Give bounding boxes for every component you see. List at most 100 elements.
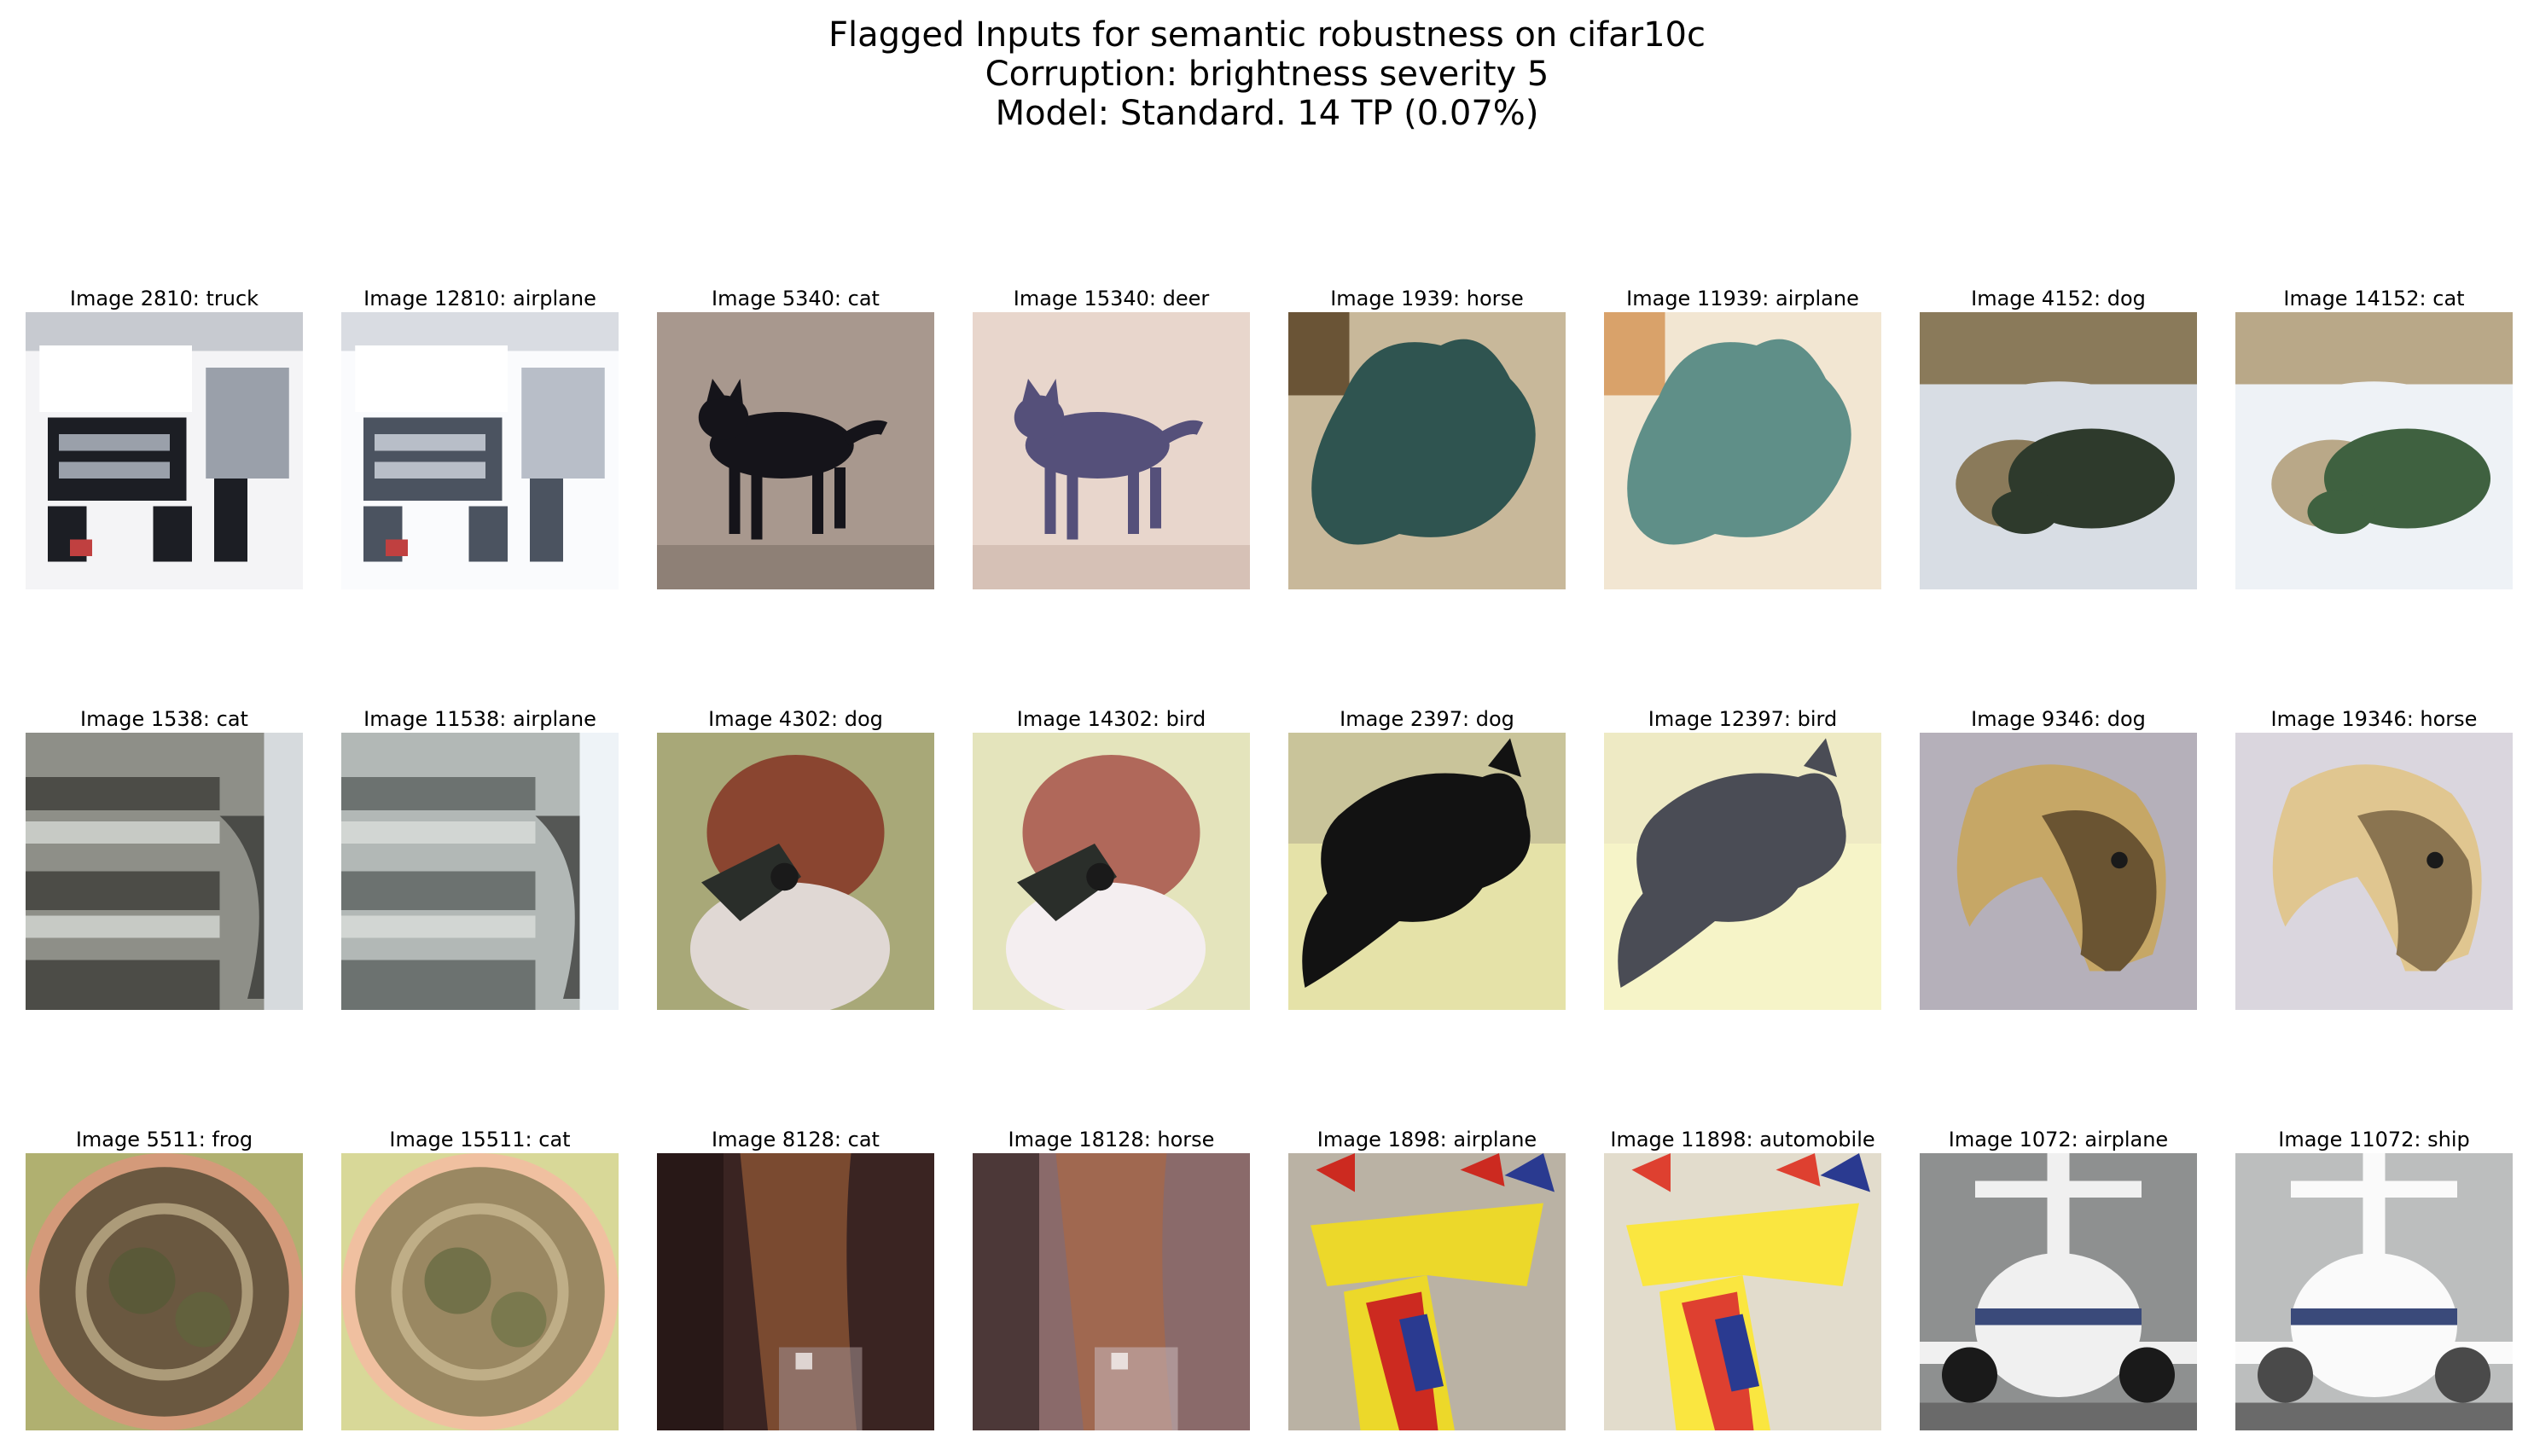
image-cell: Image 11538: airplane [341, 707, 619, 1018]
image-caption: Image 18128: horse [1008, 1128, 1215, 1151]
image-cell: Image 15340: deer [973, 287, 1250, 598]
image-caption: Image 14152: cat [2283, 287, 2465, 310]
image-thumbnail [26, 1153, 303, 1430]
image-cell: Image 11939: airplane [1604, 287, 1881, 598]
image-caption: Image 15511: cat [389, 1128, 571, 1151]
title-line-2: Corruption: brightness severity 5 [985, 55, 1549, 94]
image-thumbnail [1288, 312, 1566, 589]
image-caption: Image 2810: truck [69, 287, 259, 310]
image-caption: Image 9346: dog [1971, 707, 2146, 731]
image-thumbnail [1920, 733, 2197, 1010]
statue-image [1288, 312, 1566, 589]
image-cell: Image 2397: dog [1288, 707, 1566, 1018]
image-thumbnail [1288, 733, 1566, 1010]
image-thumbnail [1288, 1153, 1566, 1430]
dogs-image [2235, 312, 2513, 589]
image-caption: Image 11072: ship [2278, 1128, 2470, 1151]
image-thumbnail [26, 312, 303, 589]
dogs-image [1920, 312, 2197, 589]
image-caption: Image 1898: airplane [1316, 1128, 1537, 1151]
image-cell: Image 5340: cat [657, 287, 934, 598]
image-cell: Image 14152: cat [2235, 287, 2513, 598]
image-thumbnail [657, 733, 934, 1010]
image-cell: Image 1538: cat [26, 707, 303, 1018]
bird-image [973, 733, 1250, 1010]
image-caption: Image 5340: cat [712, 287, 880, 310]
image-cell: Image 18128: horse [973, 1128, 1250, 1439]
blackdog-image [1288, 733, 1566, 1010]
image-thumbnail [973, 733, 1250, 1010]
frog-image [341, 1153, 619, 1430]
image-thumbnail [1604, 1153, 1881, 1430]
image-caption: Image 14302: bird [1016, 707, 1206, 731]
title-line-3: Model: Standard. 14 TP (0.07%) [995, 94, 1539, 133]
image-thumbnail [657, 1153, 934, 1430]
stairs-image [341, 733, 619, 1010]
image-caption: Image 4152: dog [1971, 287, 2146, 310]
image-thumbnail [341, 312, 619, 589]
image-caption: Image 12810: airplane [363, 287, 596, 310]
plane-image [1288, 1153, 1566, 1430]
image-cell: Image 15511: cat [341, 1128, 619, 1439]
image-cell: Image 1939: horse [1288, 287, 1566, 598]
image-caption: Image 8128: cat [712, 1128, 880, 1151]
image-thumbnail [973, 312, 1250, 589]
blackdog-image [1604, 733, 1881, 1010]
image-caption: Image 1538: cat [80, 707, 248, 731]
truck-image [341, 312, 619, 589]
image-cell: Image 8128: cat [657, 1128, 934, 1439]
horse-image [973, 1153, 1250, 1430]
horsehead-image [1920, 733, 2197, 1010]
image-cell: Image 11898: automobile [1604, 1128, 1881, 1439]
image-caption: Image 12397: bird [1648, 707, 1838, 731]
image-thumbnail [2235, 1153, 2513, 1430]
horsehead-image [2235, 733, 2513, 1010]
statue-image [1604, 312, 1881, 589]
image-cell: Image 12397: bird [1604, 707, 1881, 1018]
image-caption: Image 5511: frog [75, 1128, 253, 1151]
image-cell: Image 2810: truck [26, 287, 303, 598]
image-thumbnail [26, 733, 303, 1010]
cat-image [973, 312, 1250, 589]
jet-image [1920, 1153, 2197, 1430]
cat-image [657, 312, 934, 589]
image-caption: Image 15340: deer [1013, 287, 1210, 310]
image-thumbnail [341, 1153, 619, 1430]
figure-title: Flagged Inputs for semantic robustness o… [0, 15, 2534, 133]
image-cell: Image 19346: horse [2235, 707, 2513, 1018]
horse-image [657, 1153, 934, 1430]
title-line-1: Flagged Inputs for semantic robustness o… [828, 15, 1706, 55]
image-thumbnail [1604, 733, 1881, 1010]
image-caption: Image 2397: dog [1340, 707, 1514, 731]
image-cell: Image 1072: airplane [1920, 1128, 2197, 1439]
frog-image [26, 1153, 303, 1430]
image-caption: Image 1939: horse [1330, 287, 1524, 310]
image-cell: Image 4302: dog [657, 707, 934, 1018]
bird-image [657, 733, 934, 1010]
image-thumbnail [1920, 312, 2197, 589]
image-thumbnail [1604, 312, 1881, 589]
image-caption: Image 11939: airplane [1626, 287, 1859, 310]
image-cell: Image 9346: dog [1920, 707, 2197, 1018]
image-cell: Image 4152: dog [1920, 287, 2197, 598]
image-cell: Image 1898: airplane [1288, 1128, 1566, 1439]
jet-image [2235, 1153, 2513, 1430]
image-caption: Image 11538: airplane [363, 707, 596, 731]
image-thumbnail [2235, 312, 2513, 589]
stairs-image [26, 733, 303, 1010]
plane-image [1604, 1153, 1881, 1430]
image-thumbnail [1920, 1153, 2197, 1430]
image-cell: Image 12810: airplane [341, 287, 619, 598]
image-thumbnail [341, 733, 619, 1010]
image-cell: Image 11072: ship [2235, 1128, 2513, 1439]
image-thumbnail [657, 312, 934, 589]
image-cell: Image 14302: bird [973, 707, 1250, 1018]
truck-image [26, 312, 303, 589]
image-thumbnail [2235, 733, 2513, 1010]
image-caption: Image 19346: horse [2270, 707, 2478, 731]
image-thumbnail [973, 1153, 1250, 1430]
image-grid: Image 2810: truck Image 12810: airplane Im… [26, 287, 2517, 1438]
image-cell: Image 5511: frog [26, 1128, 303, 1439]
image-caption: Image 4302: dog [708, 707, 883, 731]
image-caption: Image 1072: airplane [1948, 1128, 2169, 1151]
